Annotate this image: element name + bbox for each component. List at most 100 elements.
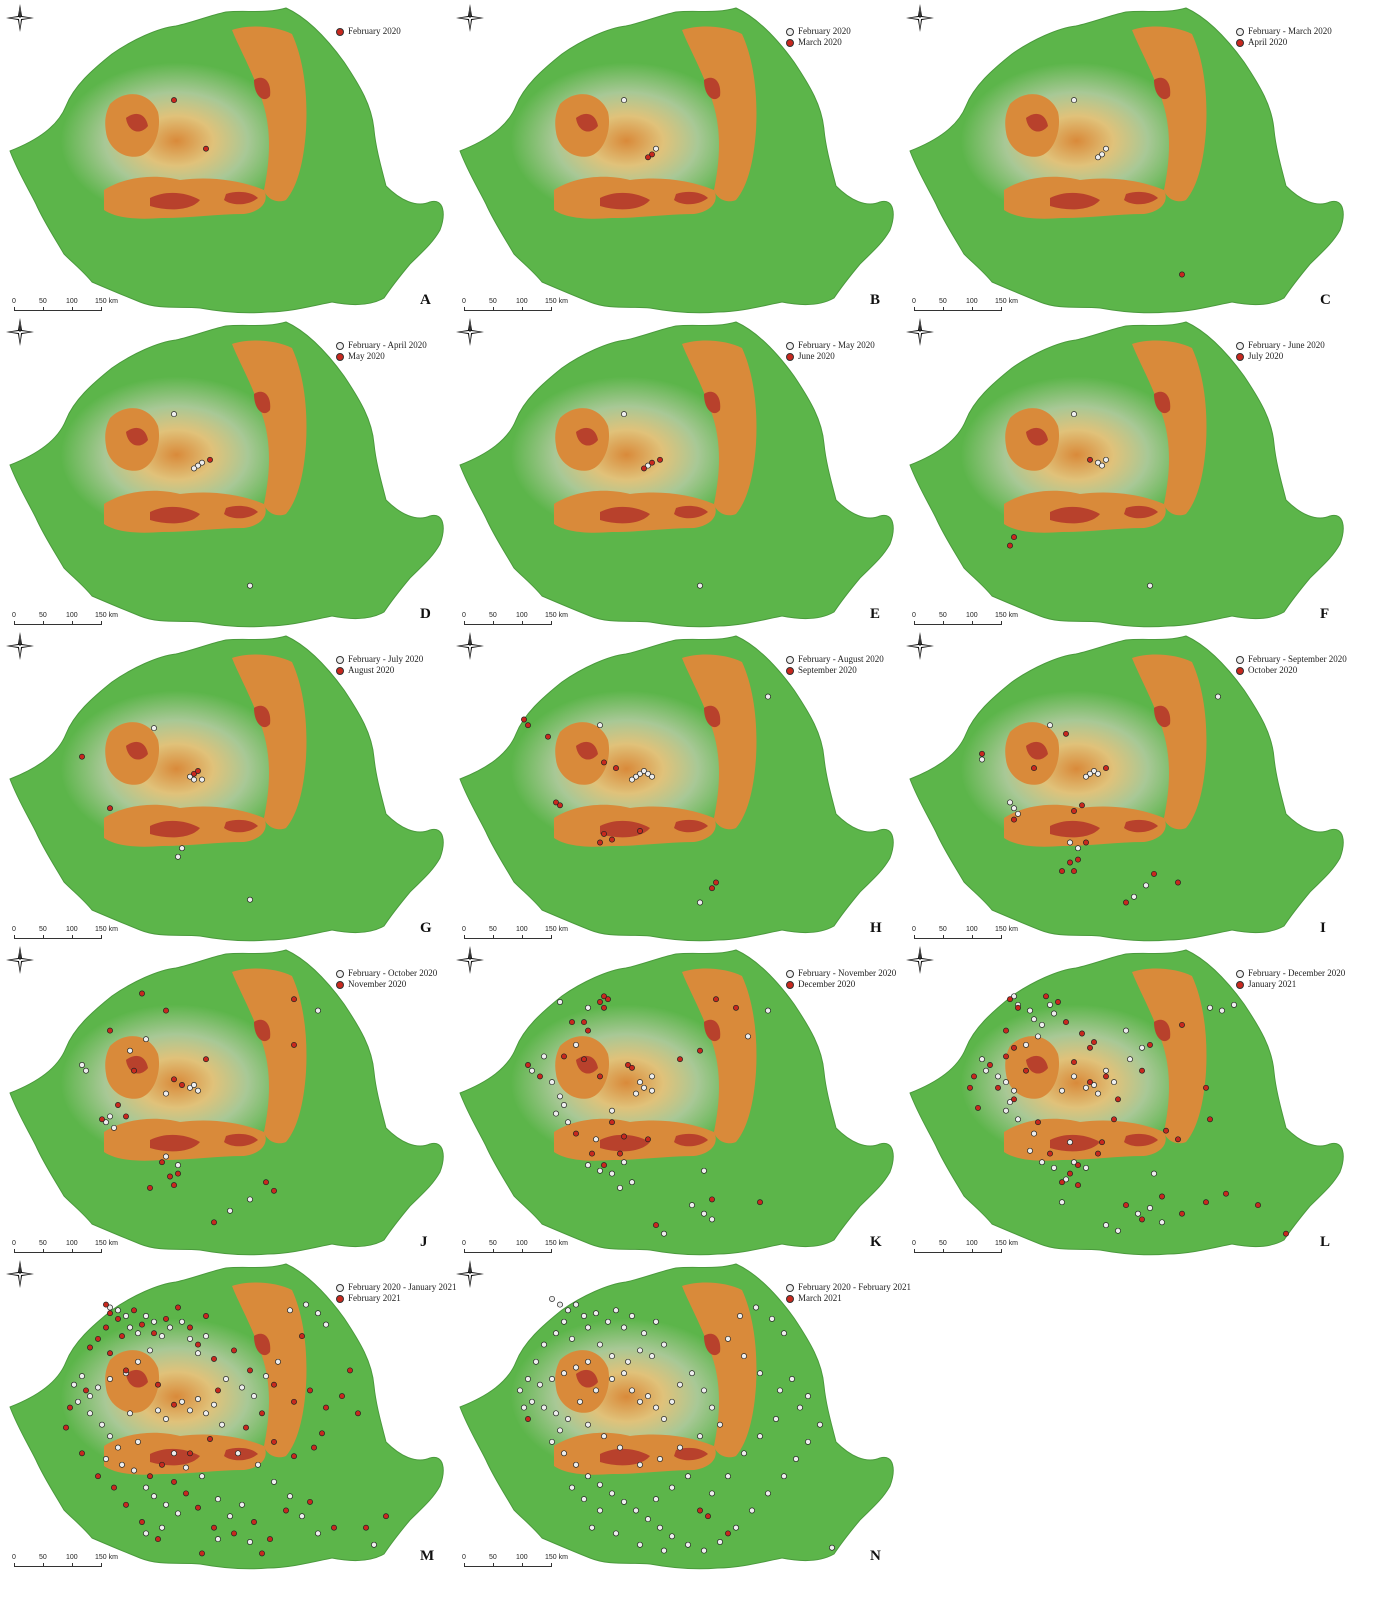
previous-case-marker (817, 1421, 823, 1428)
new-case-marker (175, 1170, 181, 1177)
previous-case-marker (1071, 411, 1077, 418)
scale-tick (493, 935, 494, 939)
previous-case-marker (323, 1321, 329, 1328)
previous-case-marker (167, 1324, 173, 1331)
map-panel-c: February - March 2020 April 2020 0 50 10… (900, 0, 1350, 316)
legend-item-previous: February - November 2020 (786, 968, 896, 979)
previous-case-marker (565, 1307, 571, 1314)
new-case-marker (1043, 993, 1049, 1000)
previous-case-marker (1091, 1082, 1097, 1088)
map-legend: February - October 2020 November 2020 (336, 968, 437, 990)
scale-label-100: 100 (966, 926, 978, 933)
new-case-marker (649, 151, 655, 158)
new-case-marker (1163, 1127, 1169, 1134)
new-case-marker (553, 799, 559, 806)
scale-tick (101, 621, 102, 625)
new-case-marker (87, 1344, 93, 1351)
scale-label-100: 100 (516, 298, 528, 305)
scale-label-50: 50 (39, 926, 47, 933)
scale-label-150: 150 km (545, 612, 568, 619)
scale-tick (1001, 621, 1002, 625)
previous-cases-swatch (786, 655, 794, 664)
scale-label-150: 150 km (545, 926, 568, 933)
scale-tick (14, 1249, 15, 1253)
previous-cases-swatch (1236, 655, 1244, 664)
new-case-marker (267, 1536, 273, 1543)
legend-item-new: March 2021 (786, 1293, 911, 1304)
previous-case-marker (127, 1324, 133, 1331)
scale-tick (43, 1249, 44, 1253)
new-case-marker (585, 1027, 591, 1034)
previous-case-marker (79, 1373, 85, 1380)
scale-bar: 0 50 100 150 km (912, 612, 1022, 630)
previous-case-marker (1103, 1067, 1109, 1074)
legend-item-new: April 2020 (1236, 37, 1332, 48)
new-case-marker (1035, 1119, 1041, 1126)
scale-label-150: 150 km (95, 1240, 118, 1247)
north-arrow-icon (456, 318, 484, 346)
scale-tick (1001, 307, 1002, 311)
north-arrow-icon (906, 318, 934, 346)
scale-line (914, 938, 1002, 939)
previous-case-marker (219, 1421, 225, 1428)
new-case-marker (1139, 1067, 1145, 1074)
previous-cases-markers (151, 725, 253, 903)
new-case-marker (215, 1387, 221, 1394)
new-case-marker (995, 1084, 1001, 1091)
previous-case-marker (701, 1167, 707, 1174)
previous-cases-markers (597, 693, 771, 906)
new-case-marker (1175, 1136, 1181, 1143)
new-cases-swatch (336, 666, 344, 675)
new-case-marker (1011, 816, 1017, 823)
previous-cases-swatch (786, 969, 794, 978)
new-case-marker (355, 1410, 361, 1417)
previous-case-marker (701, 1210, 707, 1217)
new-case-marker (521, 716, 527, 723)
legend-label-previous: February 2020 - January 2021 (348, 1282, 457, 1292)
new-case-marker (259, 1550, 265, 1557)
previous-case-marker (581, 1496, 587, 1503)
previous-case-marker (697, 1433, 703, 1440)
previous-case-marker (585, 1004, 591, 1011)
scale-label-150: 150 km (545, 1240, 568, 1247)
new-case-marker (147, 1184, 153, 1191)
scale-tick (522, 1563, 523, 1567)
previous-case-marker (1015, 1116, 1021, 1123)
legend-item-new: February 2020 (336, 26, 401, 37)
scale-line (14, 1252, 102, 1253)
new-case-marker (1123, 1202, 1129, 1209)
new-case-marker (171, 1076, 177, 1083)
new-case-marker (191, 770, 197, 777)
previous-case-marker (565, 1416, 571, 1422)
previous-case-marker (621, 411, 627, 418)
new-case-marker (1079, 802, 1085, 809)
legend-item-previous: February 2020 - January 2021 (336, 1282, 456, 1293)
previous-case-marker (641, 1330, 647, 1337)
new-case-marker (107, 1350, 113, 1357)
scale-label-0: 0 (912, 612, 916, 619)
new-case-marker (1179, 271, 1185, 278)
previous-case-marker (1083, 1164, 1089, 1171)
previous-case-marker (135, 1358, 141, 1365)
scale-tick (14, 935, 15, 939)
previous-case-marker (585, 1421, 591, 1428)
legend-item-previous: February 2020 - February 2021 (786, 1282, 911, 1293)
map-legend: February - September 2020 October 2020 (1236, 654, 1347, 676)
legend-label-new: November 2020 (348, 979, 407, 989)
hill-zone (920, 35, 1260, 265)
new-case-marker (757, 1199, 763, 1206)
previous-cases-swatch (336, 655, 344, 664)
new-case-marker (525, 722, 531, 729)
romania-relief-map (909, 321, 1344, 628)
legend-item-new: September 2020 (786, 665, 884, 676)
previous-case-marker (613, 1530, 619, 1537)
map-legend: February - May 2020 June 2020 (786, 340, 875, 362)
legend-label-previous: February - June 2020 (1248, 340, 1325, 350)
map-legend: February - March 2020 April 2020 (1236, 26, 1332, 48)
new-case-marker (139, 990, 145, 997)
previous-case-marker (629, 1387, 635, 1394)
previous-case-marker (561, 1318, 567, 1325)
previous-case-marker (99, 1421, 105, 1428)
new-case-marker (179, 1082, 185, 1088)
new-cases-markers (99, 990, 297, 1226)
